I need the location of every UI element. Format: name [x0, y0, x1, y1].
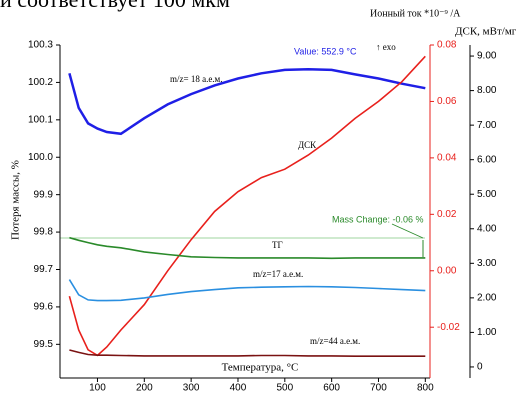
series-line: [69, 236, 426, 260]
annotation: Mass Change: -0.06 %: [332, 214, 424, 224]
x-tick-label: 700: [370, 383, 387, 394]
y-tick-label: 1.00: [477, 327, 497, 338]
y-tick-label: 7.00: [477, 120, 497, 131]
annotation-leader: [391, 223, 424, 239]
x-tick-label: 800: [417, 383, 434, 394]
y-tick-label: -0.02: [437, 322, 460, 333]
annotation: ↑ exo: [376, 42, 396, 52]
y-tick-label: 99.6: [34, 302, 54, 313]
y-tick-label: 4.00: [477, 223, 497, 234]
series-line: [68, 279, 426, 302]
series-label: m/z=44 а.е.м.: [310, 336, 360, 346]
series-line: [68, 67, 426, 136]
caption: и соответствует 100 мкм: [0, 0, 230, 12]
y2-axis-label: ДСК, мВт/мг: [455, 26, 517, 38]
y-tick-label: 2.00: [477, 292, 497, 303]
x-tick-label: 600: [323, 383, 340, 394]
y-tick-label: 8.00: [477, 85, 497, 96]
series-line: [69, 349, 426, 357]
annotation: Value: 552.9 °C: [294, 46, 357, 56]
y-tick-label: 99.5: [34, 339, 54, 350]
y-tick-label: 100.3: [28, 40, 53, 51]
series-label: ТГ: [272, 240, 283, 250]
x-tick-label: 200: [136, 383, 153, 394]
series-label: m/z=17 а.е.м.: [253, 269, 303, 279]
y-tick-label: 5.00: [477, 189, 497, 200]
y-tick-label: 0.04: [437, 153, 457, 164]
x-tick-label: 400: [230, 383, 247, 394]
y-tick-label: 0.00: [437, 265, 457, 276]
series-line: [68, 55, 426, 357]
y-tick-label: 9.00: [477, 51, 497, 62]
y-tick-label: 99.7: [34, 264, 54, 275]
y-tick-label: 0.06: [437, 96, 457, 107]
y3-axis-label: Ионный ток *10⁻⁹ /A: [370, 8, 461, 19]
y-tick-label: 99.9: [34, 189, 54, 200]
y-tick-label: 100.1: [28, 114, 53, 125]
y-tick-label: 0: [477, 362, 483, 373]
y-axis-label: Потеря массы, %: [10, 160, 22, 240]
y-tick-label: 100.2: [28, 77, 53, 88]
y-tick-label: 3.00: [477, 258, 497, 269]
x-tick-label: 500: [276, 383, 293, 394]
y-tick-label: 0.02: [437, 209, 457, 220]
series-label: ДСК: [298, 140, 317, 150]
x-axis-label: Температура, °C: [222, 362, 299, 374]
y-tick-label: 0.08: [437, 40, 457, 51]
y-tick-label: 99.8: [34, 227, 54, 238]
series-label: m/z= 18 а.е.м.: [170, 74, 223, 84]
y-tick-label: 6.00: [477, 154, 497, 165]
y-tick-label: 100.0: [28, 152, 53, 163]
x-tick-label: 300: [183, 383, 200, 394]
x-tick-label: 100: [89, 383, 106, 394]
